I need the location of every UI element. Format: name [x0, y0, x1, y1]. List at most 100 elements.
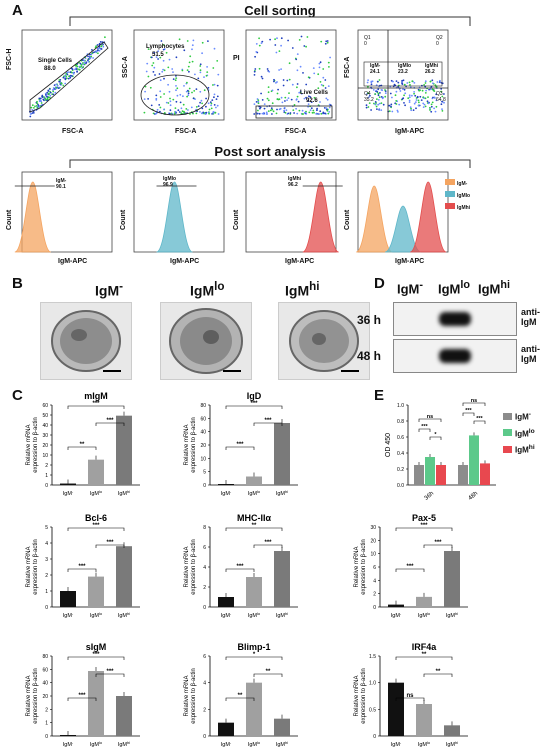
flow-dot — [271, 113, 273, 115]
flow-dot — [317, 112, 320, 115]
flow-dot — [422, 96, 425, 98]
flow-dot — [268, 70, 271, 73]
flow-dot — [49, 91, 52, 94]
flow-dot — [324, 79, 327, 81]
flow-dot — [283, 109, 285, 112]
chart-tick-label: 3 — [45, 557, 48, 563]
flow-dot — [163, 112, 166, 114]
flow-dot — [306, 36, 309, 38]
flow-dot — [186, 40, 189, 42]
flow-dot — [421, 89, 424, 92]
flow-dot — [299, 90, 302, 93]
flow-dot — [210, 107, 213, 110]
flow-dot — [307, 76, 310, 79]
em-image-3 — [278, 302, 370, 380]
chart-title: MHC-IIα — [237, 513, 271, 523]
chart-bar — [116, 546, 132, 607]
flow-dot — [304, 111, 306, 114]
flow-dot — [327, 61, 330, 64]
flow-dot — [281, 101, 284, 104]
flow-dot — [49, 88, 51, 90]
panel-label-d: D — [374, 275, 385, 292]
chart-bar — [88, 671, 104, 736]
flow-dot — [201, 52, 204, 55]
flow-dot — [207, 102, 210, 105]
chart-bar — [469, 435, 479, 485]
chart-tick-label: 30 — [42, 433, 48, 439]
flow-dot — [324, 42, 327, 45]
flow-dot — [174, 107, 177, 109]
chart-ylabel-2: expression to β-actin — [33, 417, 39, 472]
post-sort-bracket — [69, 159, 471, 168]
flow-dot — [100, 45, 103, 48]
flow-dot — [433, 96, 436, 99]
flow-dot — [213, 83, 216, 86]
chart-tick-label: 4 — [45, 541, 48, 547]
chart-sig-label: ns — [471, 398, 477, 404]
chart-sig-label: *** — [434, 540, 442, 546]
flow-dot — [97, 49, 99, 52]
em-image-1 — [40, 302, 132, 380]
flow-dot — [375, 89, 378, 92]
chart-ylabel: Relative mRNA — [26, 675, 32, 716]
chart-ylabel: Relative mRNA — [354, 546, 360, 587]
flow-dot — [327, 112, 330, 115]
flow-dot — [441, 95, 444, 98]
flow-dot — [209, 101, 212, 103]
flow-dot — [261, 77, 264, 80]
flow-dot — [309, 109, 312, 111]
flow-dot — [311, 111, 314, 114]
flow-dot — [215, 106, 217, 109]
e-legend-item-lo: IgMlo — [503, 425, 535, 442]
flow-dot — [284, 111, 287, 114]
flow-dot — [390, 103, 393, 106]
flow-dot — [104, 36, 106, 39]
flow-dot — [296, 83, 299, 85]
flow-plot-2-xlabel: FSC-A — [175, 128, 197, 135]
flow-dot — [172, 71, 174, 73]
chart-bar — [246, 476, 262, 485]
flow-dot — [328, 111, 331, 113]
wb-blot-48h — [393, 339, 517, 373]
chart-sig-bracket — [225, 405, 283, 409]
flow-dot — [47, 90, 50, 92]
flow-dot — [44, 98, 47, 100]
chart-sig-label: *** — [465, 408, 472, 414]
flow-dot — [408, 81, 411, 84]
chart-bar — [414, 465, 424, 485]
flow-dot — [31, 104, 34, 107]
flow-dot — [269, 109, 272, 112]
flow-dot-cloud — [365, 79, 445, 113]
flow-dot — [62, 76, 65, 79]
chart-x-label: IgMhi — [118, 740, 130, 748]
panel-label-b: B — [12, 275, 23, 292]
flow-dot — [215, 98, 218, 100]
chart-x-label: IgMhi — [446, 611, 458, 619]
chart-bar — [458, 465, 468, 485]
chart-x-label: IgMlo — [90, 489, 103, 497]
flow-dot — [296, 95, 299, 98]
flow-dot — [52, 90, 55, 93]
flow-dot — [152, 62, 155, 64]
flow-dot — [276, 108, 278, 111]
histogram-peak — [355, 185, 393, 253]
flow-plot-frame — [245, 29, 337, 121]
flow-dot — [278, 108, 281, 111]
chart-sig-label: *** — [264, 418, 272, 424]
flow-dot — [438, 81, 441, 83]
flow-dot — [376, 80, 379, 83]
flow-dot — [414, 94, 417, 97]
heading-post-sort: Post sort analysis — [214, 144, 326, 159]
flow-dot — [298, 109, 301, 112]
chart-bar — [416, 704, 432, 736]
flow-dot — [187, 94, 190, 97]
flow-dot — [57, 87, 60, 89]
flow-dot — [367, 85, 369, 88]
histogram-peak — [302, 181, 340, 253]
chart-bar — [60, 591, 76, 607]
flow-dot — [269, 38, 271, 41]
chart-sig-bracket — [423, 544, 453, 548]
flow-dot — [411, 80, 414, 83]
chart-tick-label: 0 — [45, 483, 48, 489]
hist-legend-item: IgM- — [445, 178, 470, 190]
